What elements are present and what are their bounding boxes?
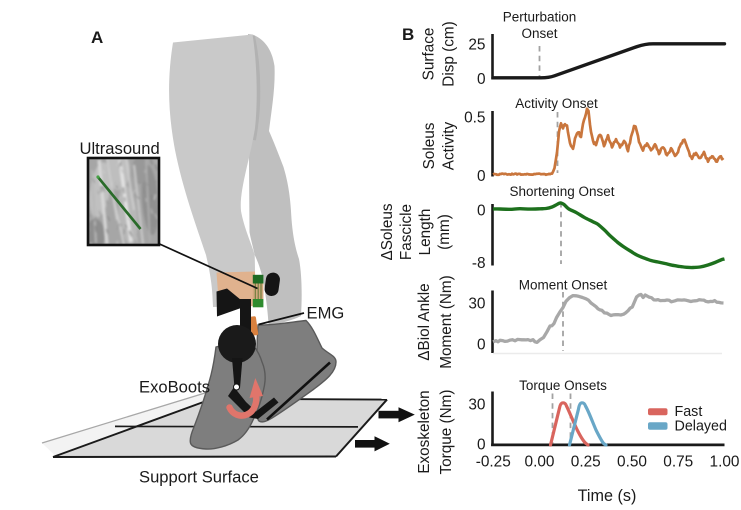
svg-text:Delayed: Delayed	[675, 418, 728, 434]
svg-text:Onset: Onset	[521, 26, 557, 41]
svg-text:Fast: Fast	[675, 404, 703, 420]
svg-text:0: 0	[477, 71, 486, 88]
svg-text:0.00: 0.00	[525, 454, 555, 471]
svg-text:Disp (cm): Disp (cm)	[441, 21, 458, 86]
svg-text:0: 0	[477, 337, 486, 354]
svg-text:Soleus: Soleus	[421, 122, 438, 169]
svg-text:Shortening Onset: Shortening Onset	[509, 184, 614, 199]
svg-text:Exoskeleton: Exoskeleton	[416, 390, 433, 473]
svg-text:0.75: 0.75	[663, 454, 693, 471]
svg-text:B: B	[402, 25, 414, 44]
svg-text:Moment (Nm): Moment (Nm)	[438, 275, 455, 368]
svg-text:0: 0	[477, 203, 486, 220]
svg-text:Moment Onset: Moment Onset	[519, 278, 608, 293]
svg-text:(mm): (mm)	[436, 214, 453, 250]
svg-text:ExoBoots: ExoBoots	[139, 378, 210, 397]
svg-text:EMG: EMG	[307, 304, 345, 323]
svg-text:0: 0	[477, 437, 486, 454]
svg-text:30: 30	[468, 397, 485, 414]
svg-text:Fascicle: Fascicle	[398, 204, 415, 260]
svg-text:-0.25: -0.25	[476, 454, 511, 471]
svg-text:0.25: 0.25	[571, 454, 601, 471]
svg-text:Surface: Surface	[421, 28, 438, 81]
svg-text:Torque Onsets: Torque Onsets	[519, 378, 607, 393]
svg-text:1.00: 1.00	[710, 454, 740, 471]
svg-text:Ultrasound: Ultrasound	[80, 139, 160, 158]
svg-text:-8: -8	[472, 255, 486, 272]
svg-text:0.5: 0.5	[464, 110, 485, 127]
svg-text:Length: Length	[417, 209, 434, 256]
svg-text:Torque (Nm): Torque (Nm)	[438, 390, 455, 475]
svg-text:Time (s): Time (s)	[578, 487, 637, 505]
svg-text:Activity Onset: Activity Onset	[515, 96, 598, 111]
svg-text:30: 30	[468, 296, 485, 313]
svg-text:Activity: Activity	[441, 121, 458, 170]
svg-text:ΔBiol Ankle: ΔBiol Ankle	[416, 283, 433, 360]
svg-text:25: 25	[468, 37, 485, 54]
svg-text:0.50: 0.50	[617, 454, 647, 471]
svg-text:0: 0	[477, 168, 486, 185]
svg-text:Perturbation: Perturbation	[503, 10, 577, 25]
svg-text:Support Surface: Support Surface	[139, 468, 259, 487]
svg-text:A: A	[91, 28, 103, 47]
svg-text:ΔSoleus: ΔSoleus	[379, 203, 396, 260]
